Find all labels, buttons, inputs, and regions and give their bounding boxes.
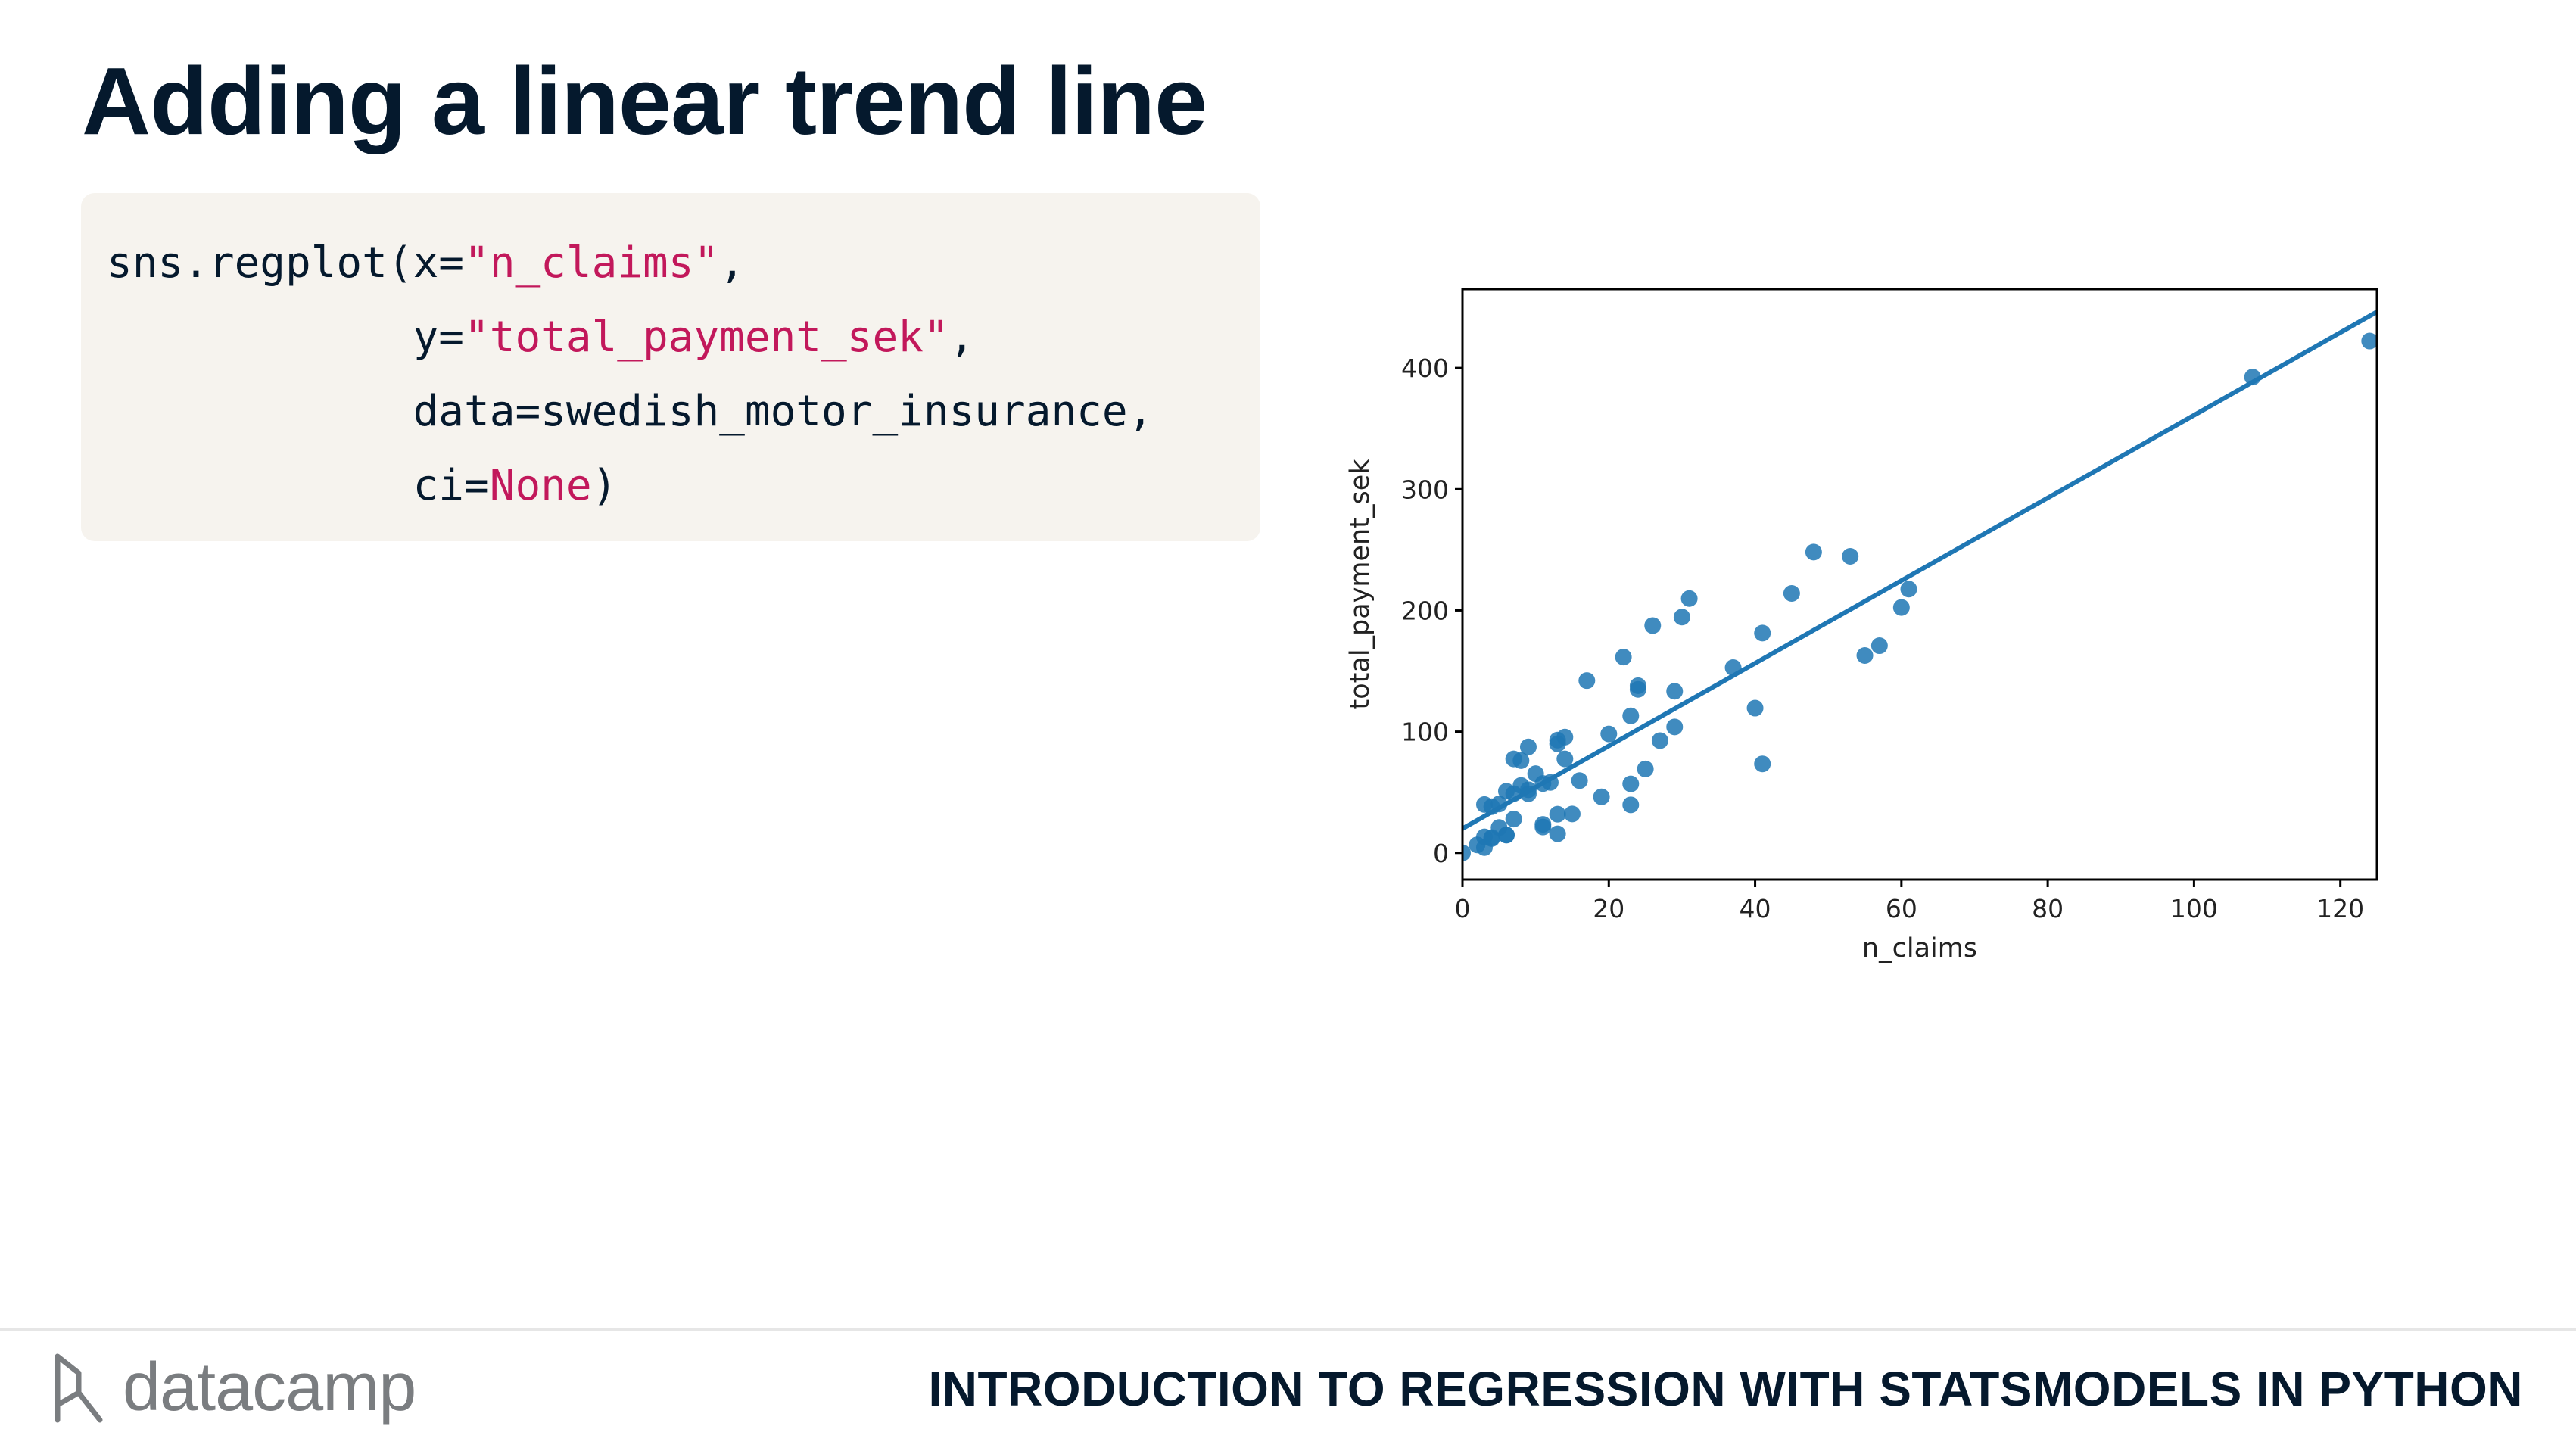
code-keyword: None	[489, 461, 592, 510]
x-tick-label: 80	[2032, 894, 2064, 923]
chart-marks	[1462, 310, 2377, 861]
data-point	[1754, 755, 1771, 773]
brand-name: datacamp	[123, 1350, 416, 1425]
data-point	[1754, 624, 1771, 642]
data-point	[1680, 590, 1698, 607]
x-axis-label: n_claims	[1862, 933, 1977, 964]
code-text: sns.regplot(x=	[107, 238, 465, 288]
data-point	[1629, 677, 1646, 694]
data-point	[1578, 672, 1596, 690]
data-point	[1856, 647, 1874, 665]
data-point	[1519, 738, 1537, 755]
code-block: sns.regplot(x="n_claims", y="total_payme…	[81, 193, 1260, 541]
code-text: ci=	[107, 461, 490, 510]
data-point	[1892, 599, 1910, 616]
data-point	[2361, 332, 2377, 350]
data-point	[1622, 796, 1640, 814]
data-point	[1870, 637, 1888, 655]
x-tick-label: 60	[1886, 894, 1917, 923]
course-title: INTRODUCTION TO REGRESSION WITH STATSMOD…	[928, 1362, 2523, 1416]
axis-ticks: 0 20 40 60 80 100 120 0 100 200 300 400	[1401, 353, 2364, 923]
code-text: ,	[719, 238, 745, 288]
x-tick-label: 120	[2316, 894, 2364, 923]
footer-divider	[0, 1328, 2576, 1331]
data-point	[1549, 805, 1566, 823]
data-point	[1512, 752, 1530, 769]
data-point	[1666, 683, 1684, 700]
data-point	[1622, 775, 1640, 792]
code-text: )	[591, 461, 618, 510]
data-point	[1571, 772, 1588, 789]
trend-line	[1462, 310, 2377, 831]
data-point	[1900, 581, 1917, 598]
code-line-4: ci=None)	[107, 449, 1260, 523]
data-point	[1600, 725, 1618, 743]
data-point	[1563, 805, 1581, 823]
data-point	[1637, 760, 1654, 777]
code-line-1: sns.regplot(x="n_claims",	[107, 226, 1260, 300]
code-string: "n_claims"	[464, 238, 720, 288]
data-point	[1593, 788, 1610, 805]
datacamp-logo-icon	[55, 1353, 103, 1422]
data-point	[1805, 543, 1822, 561]
plot-frame	[1461, 288, 2378, 881]
code-text: data=swedish_motor_insurance,	[107, 387, 1154, 436]
data-point	[1622, 707, 1640, 724]
data-point	[1462, 844, 1471, 861]
x-tick-label: 100	[2170, 894, 2218, 923]
data-point	[1483, 829, 1500, 846]
y-tick-label: 400	[1401, 353, 1449, 383]
data-point	[1497, 827, 1515, 844]
y-tick-label: 200	[1401, 596, 1449, 625]
data-point	[1549, 825, 1566, 842]
data-point	[1556, 750, 1574, 768]
data-point	[1783, 585, 1800, 603]
code-line-2: y="total_payment_sek",	[107, 300, 1260, 375]
data-point	[1497, 783, 1515, 800]
datacamp-logo: datacamp	[51, 1349, 416, 1427]
y-tick-label: 300	[1401, 475, 1449, 504]
x-tick-label: 20	[1593, 894, 1624, 923]
data-point	[1673, 609, 1690, 626]
x-tick-label: 40	[1740, 894, 1771, 923]
y-tick-label: 0	[1433, 839, 1449, 868]
data-point	[1666, 718, 1684, 736]
data-point	[1505, 811, 1522, 828]
slide-title: Adding a linear trend line	[82, 48, 1207, 154]
data-point	[1512, 777, 1530, 794]
data-point	[1651, 732, 1668, 749]
data-point	[1746, 699, 1764, 717]
y-tick-label: 100	[1401, 718, 1449, 747]
data-point	[1842, 548, 1859, 565]
code-text: y=	[107, 313, 465, 362]
scatter-chart: 0 20 40 60 80 100 120 0 100 200 300 400 n_claims to…	[1345, 288, 2378, 964]
code-string: "total_payment_sek"	[464, 313, 949, 362]
code-line-3: data=swedish_motor_insurance,	[107, 375, 1260, 449]
y-axis-label: total_payment_sek	[1345, 459, 1375, 710]
data-point	[1556, 728, 1574, 746]
data-point	[1644, 617, 1662, 634]
data-point	[1475, 796, 1493, 813]
data-point	[1534, 818, 1552, 836]
x-tick-label: 0	[1455, 894, 1471, 923]
code-text: ,	[948, 313, 975, 362]
data-point	[1615, 649, 1632, 666]
